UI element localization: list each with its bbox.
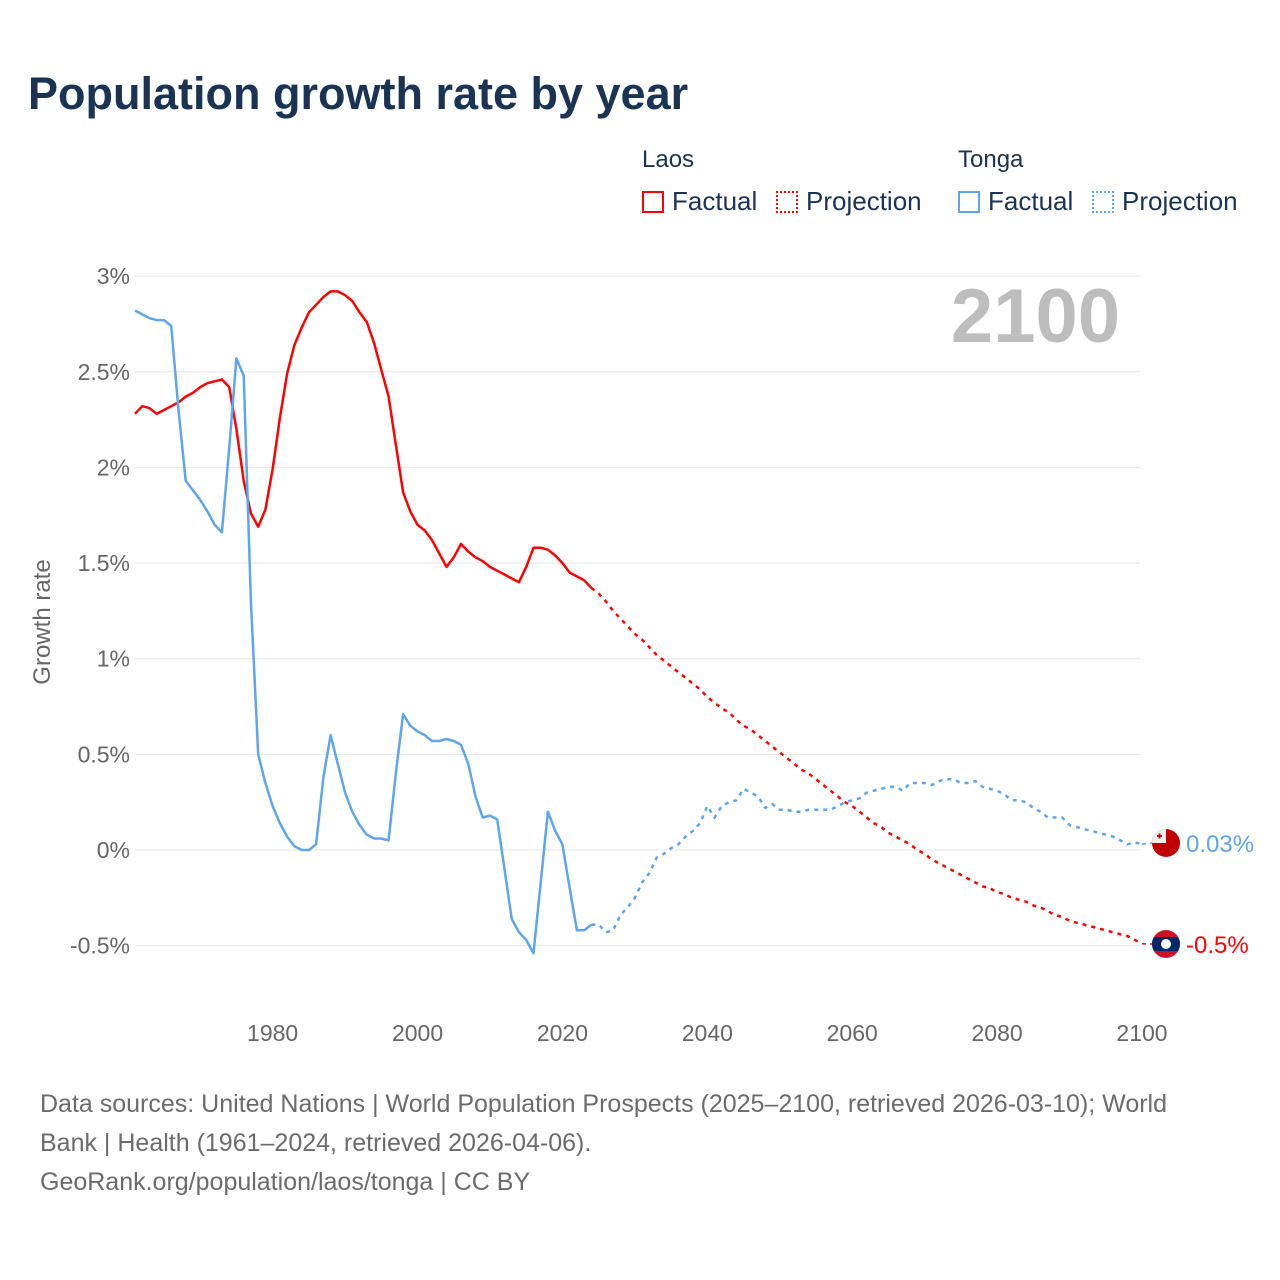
y-tick-label: 1% (97, 646, 130, 672)
x-tick-label: 2000 (392, 1020, 443, 1046)
footer-sources-line1: Data sources: United Nations | World Pop… (40, 1090, 1168, 1118)
legend-tonga-projection[interactable]: Projection (1092, 186, 1238, 217)
legend-swatch-dotted (1092, 190, 1114, 213)
tonga-factual-line (134, 309, 593, 955)
legend-laos-factual[interactable]: Factual (642, 186, 757, 217)
footer-attribution[interactable]: GeoRank.org/population/laos/tonga | CC B… (40, 1168, 531, 1196)
legend-label: Projection (806, 186, 922, 216)
legend-label: Projection (1122, 186, 1238, 216)
x-tick-label: 2100 (1116, 1020, 1167, 1046)
x-tick-label: 2080 (972, 1020, 1023, 1046)
laos-end-value-label: -0.5% (1186, 932, 1249, 959)
footer-sources-line2: Bank | Health (1961–2024, retrieved 2026… (40, 1129, 592, 1157)
tonga-projection-line (591, 777, 1143, 934)
legend-swatch-solid (642, 190, 664, 213)
y-tick-label: 2.5% (78, 359, 130, 385)
current-year-watermark: 2100 (951, 274, 1120, 359)
y-tick-label: 0.5% (78, 741, 130, 767)
tonga-end-value-label: 0.03% (1186, 831, 1254, 858)
laos-flag-icon (1152, 930, 1180, 958)
tonga-end-connector (1141, 842, 1153, 846)
legend-tonga-factual[interactable]: Factual (958, 186, 1073, 217)
legend-country-laos: Laos (642, 146, 695, 173)
legend-country-tonga: Tonga (958, 146, 1024, 173)
y-tick-label: 0% (97, 837, 130, 863)
laos-factual-line (134, 290, 593, 589)
chart-title: Population growth rate by year (28, 68, 689, 119)
legend-label: Factual (988, 186, 1074, 216)
x-tick-label: 2060 (827, 1020, 878, 1046)
x-tick-label: 1980 (247, 1020, 298, 1046)
y-tick-label: 1.5% (78, 550, 130, 576)
chart-plot: -0.5% 0% 0.5% 1% 1.5% 2% 2.5% 3% 1980 2000 2020 204… (29, 263, 1254, 1046)
y-axis-label: Growth rate (29, 559, 56, 684)
tonga-flag-icon (1152, 829, 1180, 857)
legend-swatch-solid (958, 190, 980, 213)
x-tick-label: 2020 (537, 1020, 588, 1046)
legend-laos-projection[interactable]: Projection (776, 186, 922, 217)
legend-swatch-dotted (776, 190, 798, 213)
laos-projection-line (590, 586, 1143, 945)
y-tick-label: -0.5% (70, 933, 130, 959)
x-tick-label: 2040 (682, 1020, 733, 1046)
y-tick-label: 2% (97, 454, 130, 480)
y-tick-label: 3% (97, 263, 130, 289)
legend-label: Factual (672, 186, 758, 216)
